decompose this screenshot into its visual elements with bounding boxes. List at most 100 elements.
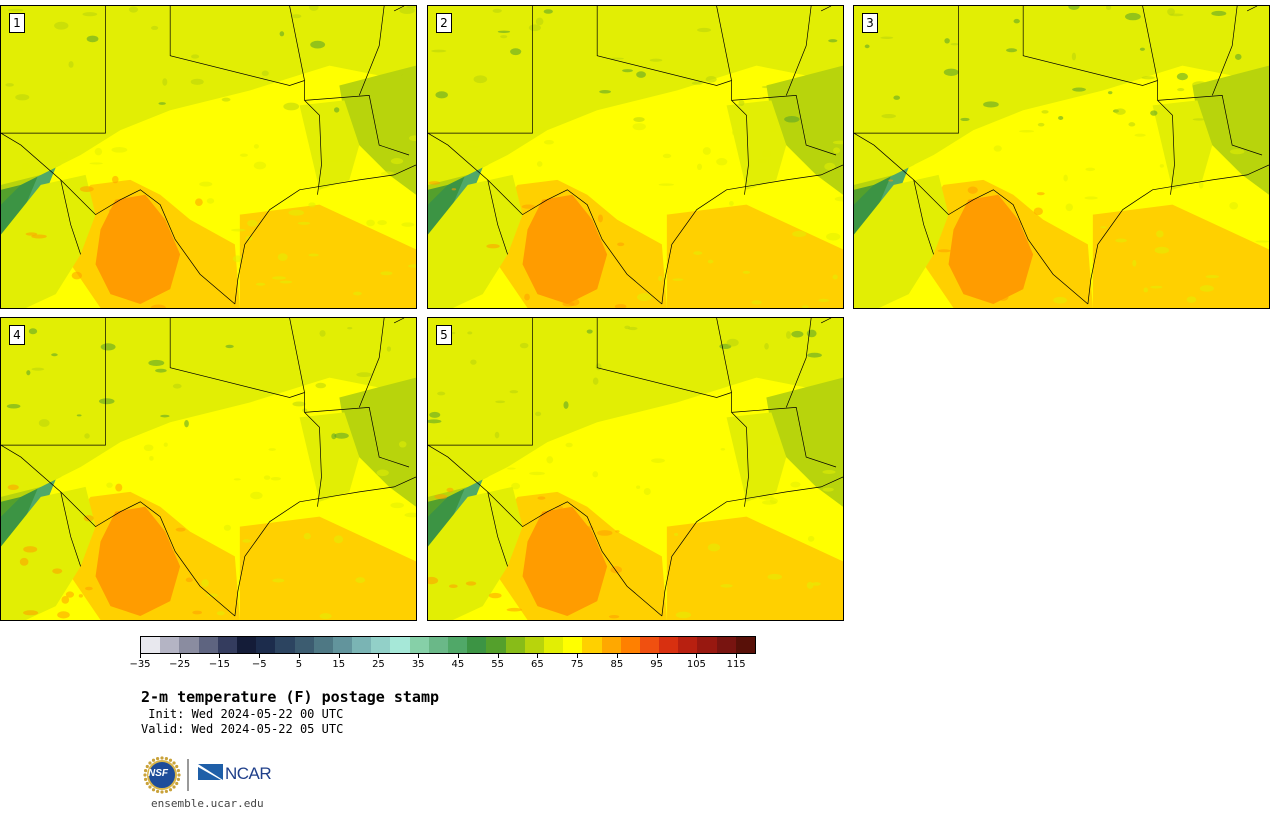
temperature-speckle — [937, 249, 951, 253]
state-boundary — [1, 6, 106, 134]
state-boundary — [820, 6, 832, 12]
temperature-region — [428, 318, 843, 497]
temperature-speckle — [31, 367, 45, 371]
colorbar-swatch — [141, 637, 161, 653]
temperature-speckle — [430, 475, 441, 483]
temperature-speckle — [17, 445, 24, 449]
temperature-speckle — [1065, 203, 1073, 212]
temperature-speckle — [462, 482, 469, 485]
temperature-speckle — [1154, 246, 1170, 254]
temperature-speckle — [26, 370, 31, 376]
temperature-speckle — [1186, 296, 1197, 303]
colorbar-swatch — [160, 637, 180, 653]
colorbar-tick — [140, 654, 141, 658]
temperature-speckle — [738, 99, 745, 107]
state-boundary — [854, 6, 959, 134]
temperature-speckle — [535, 411, 542, 417]
temperature-speckle — [495, 400, 506, 404]
temperature-speckle — [100, 343, 116, 351]
colorbar-swatch — [256, 637, 276, 653]
temperature-speckle — [1071, 52, 1077, 61]
postage-stamp-panel-1: 1 — [0, 5, 417, 309]
temperature-speckle — [707, 259, 714, 264]
temperature-speckle — [543, 140, 554, 145]
temperature-speckle — [1141, 76, 1155, 80]
temperature-speckle — [231, 228, 246, 232]
colorbar-swatch — [486, 637, 506, 653]
temperature-speckle — [59, 151, 68, 160]
temperature-speckle — [191, 54, 200, 59]
temperature-speckle — [380, 171, 395, 176]
temperature-speckle — [1169, 13, 1184, 17]
colorbar-tick-label: 15 — [332, 659, 346, 670]
temperature-speckle — [319, 613, 332, 620]
temperature-region — [1, 318, 416, 497]
temperature-speckle — [1114, 108, 1126, 115]
state-boundary — [289, 6, 322, 195]
temperature-speckle — [1176, 72, 1188, 81]
colorbar-tick-label: 65 — [531, 659, 544, 670]
temperature-speckle — [769, 439, 780, 446]
temperature-speckle — [1068, 6, 1080, 10]
state-boundary — [428, 132, 663, 305]
temperature-speckle — [764, 343, 769, 350]
colorbar-tick-label: 75 — [570, 659, 584, 670]
temperature-speckle — [112, 175, 119, 184]
temperature-speckle — [636, 485, 641, 489]
temperature-speckle — [431, 49, 447, 53]
temperature-speckle — [597, 530, 613, 536]
state-boundary — [731, 407, 837, 468]
temperature-speckle — [758, 495, 774, 500]
temperature-region — [428, 6, 843, 185]
temperature-speckle — [160, 414, 170, 418]
temperature-speckle — [826, 232, 841, 241]
temperature-speckle — [716, 158, 728, 166]
temperature-speckle — [533, 126, 546, 131]
temperature-region — [1, 6, 416, 185]
temperature-speckle — [149, 455, 154, 461]
temperature-speckle — [1037, 122, 1045, 127]
temperature-speckle — [401, 222, 415, 227]
temperature-speckle — [675, 611, 692, 619]
temperature-speckle — [355, 577, 366, 584]
temperature-speckle — [31, 234, 47, 239]
temperature-speckle — [762, 150, 772, 158]
temperature-speckle — [597, 214, 603, 223]
temperature-speckle — [162, 78, 168, 86]
temperature-speckle — [720, 584, 733, 588]
temperature-speckle — [828, 39, 838, 43]
state-boundary — [304, 407, 410, 468]
temperature-speckle — [388, 88, 399, 92]
state-boundary — [304, 95, 410, 156]
temperature-speckle — [822, 470, 836, 474]
temperature-speckle — [592, 377, 599, 385]
temperature-speckle — [1125, 12, 1141, 21]
panel-number-2: 2 — [436, 13, 452, 33]
temperature-speckle — [624, 325, 631, 330]
colorbar-tick-label: −15 — [208, 659, 231, 670]
temperature-speckle — [807, 535, 815, 542]
colorbar-tick — [736, 654, 738, 658]
colorbar-tick — [378, 654, 380, 658]
state-boundary — [393, 6, 405, 12]
temperature-speckle — [1085, 167, 1096, 172]
temperature-speckle — [310, 40, 326, 49]
state-boundary — [1, 318, 106, 446]
colorbar-swatch — [563, 637, 583, 653]
temperature-speckle — [253, 161, 267, 170]
colorbar-swatch — [179, 637, 199, 653]
temperature-speckle — [658, 275, 663, 282]
temperature-speckle — [347, 326, 353, 330]
temperature-speckle — [331, 433, 337, 440]
temperature-speckle — [696, 163, 703, 171]
temperature-speckle — [1128, 122, 1136, 127]
temperature-speckle — [451, 188, 457, 191]
temperature-speckle — [401, 73, 413, 80]
state-boundary — [820, 318, 832, 324]
temperature-speckle — [1053, 296, 1068, 304]
colorbar-swatch — [582, 637, 602, 653]
temperature-speckle — [599, 89, 612, 94]
temperature-speckle — [399, 6, 415, 15]
temperature-speckle — [184, 420, 189, 428]
temperature-speckle — [1132, 259, 1137, 267]
